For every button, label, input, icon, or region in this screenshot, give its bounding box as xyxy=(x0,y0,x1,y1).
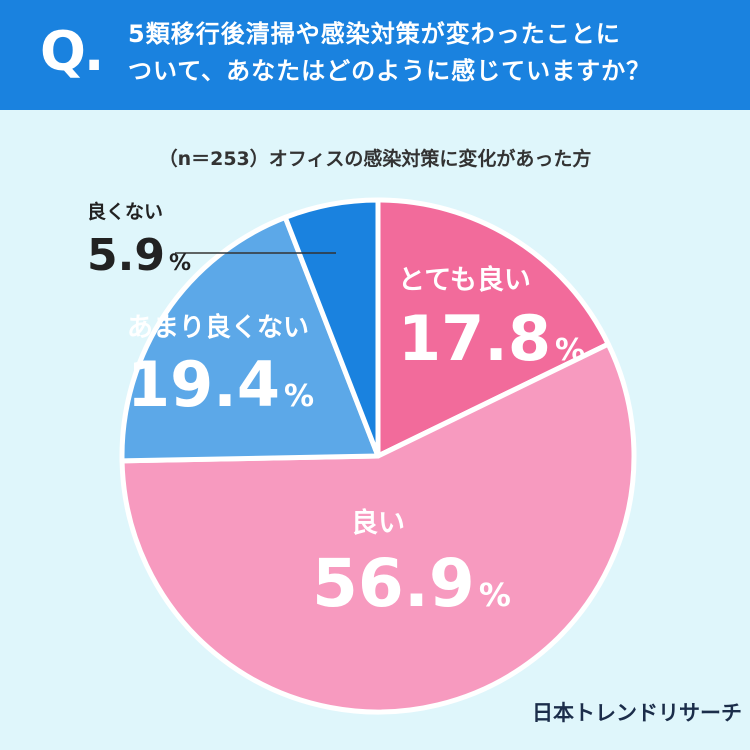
pie-labels: とても良い 17.8 % 良い 56.9 % あまり良くない 19.4 % 良くない 5.9% xyxy=(87,200,585,622)
q-mark: Q. xyxy=(40,20,104,83)
slice-value-label-3: 5.9% xyxy=(87,230,191,281)
slice-name-label-2: あまり良くない xyxy=(127,312,309,343)
pie-slices xyxy=(119,197,637,715)
pie-slice-2 xyxy=(119,214,381,464)
slice-value-label-0: 17.8% xyxy=(398,302,585,375)
sample-size-subtitle: （n＝253）オフィスの感染対策に変化があった方 xyxy=(158,148,592,170)
question-line-2: ついて、あなたはどのように感じていますか？ xyxy=(128,57,652,85)
brand-logo: 日本トレンドリサーチ xyxy=(532,701,742,725)
pie-slice-0 xyxy=(375,197,611,459)
slice-value-label-2: 19.4% xyxy=(127,348,314,421)
slice-value-label-1: 56.9% xyxy=(312,545,511,622)
slice-name-label-1: 良い xyxy=(351,507,405,539)
pie-slice-1 xyxy=(119,341,637,715)
question-line-1: 5類移行後清掃や感染対策が変わったことに xyxy=(128,20,621,48)
slice-name-label-3: 良くない xyxy=(87,200,163,223)
question-header: Q. 5類移行後清掃や感染対策が変わったことに ついて、あなたはどのように感じて… xyxy=(0,0,750,110)
question-text: 5類移行後清掃や感染対策が変わったことに ついて、あなたはどのように感じています… xyxy=(128,16,728,90)
slice-name-label-0: とても良い xyxy=(398,264,531,296)
pie-slice-3 xyxy=(282,197,381,459)
